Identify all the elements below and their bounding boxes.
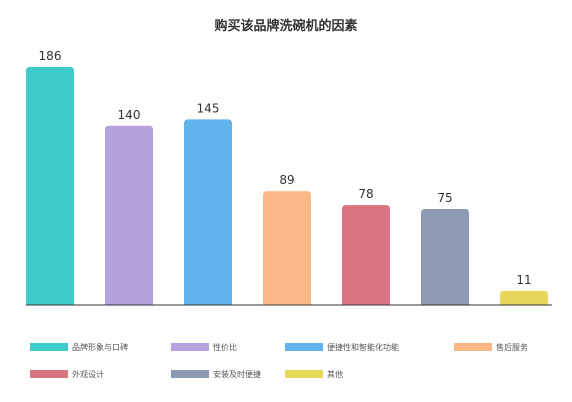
bar-5 (342, 205, 390, 305)
chart-title: 购买该品牌洗碗机的因素 (214, 18, 357, 34)
legend-label-1: 品牌形象与口碑 (72, 342, 128, 352)
data-label-4: 89 (279, 173, 294, 187)
bar-4 (263, 191, 311, 305)
legend-label-5: 外观设计 (72, 369, 104, 379)
legend-swatch-6 (171, 370, 209, 378)
data-label-6: 75 (437, 191, 452, 205)
data-label-2: 140 (118, 108, 141, 122)
legend-label-3: 便捷性和智能化功能 (327, 342, 399, 352)
bar-7 (500, 290, 548, 305)
legend-label-4: 售后服务 (496, 342, 528, 352)
data-label-5: 78 (358, 187, 373, 201)
legend-label-2: 性价比 (213, 342, 237, 352)
legend-label-7: 其他 (327, 369, 343, 379)
legend-swatch-2 (171, 343, 209, 351)
legend-label-6: 安装及时便捷 (213, 369, 261, 379)
data-label-3: 145 (197, 101, 220, 115)
data-labels-group: 186 140 145 89 78 75 11 (39, 49, 532, 287)
legend-swatch-4 (454, 343, 492, 351)
legend-swatch-5 (30, 370, 68, 378)
data-label-7: 11 (516, 273, 531, 287)
legend-swatch-1 (30, 343, 68, 351)
legend-swatch-3 (285, 343, 323, 351)
bar-2 (105, 125, 153, 305)
bar-1 (26, 66, 74, 305)
legend-swatch-7 (285, 370, 323, 378)
bars-group (26, 66, 548, 306)
data-label-1: 186 (39, 49, 62, 63)
bar-3 (184, 119, 232, 306)
bar-6 (421, 209, 469, 305)
